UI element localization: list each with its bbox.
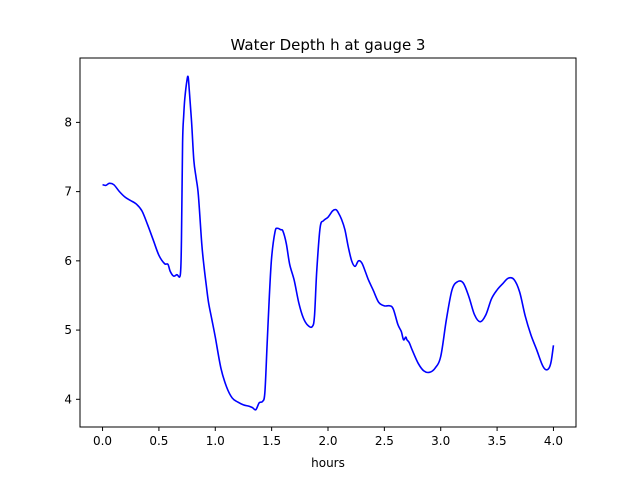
x-tick-label: 1.0 [206, 434, 225, 448]
plot-area: 0.0 0.5 1.0 1.5 2.0 2.5 3.0 3.5 4.0 4 5 6 7 8 [64, 57, 577, 448]
y-tick-label: 6 [64, 254, 72, 268]
axes-frame [79, 57, 577, 428]
y-tick-label: 5 [64, 323, 72, 337]
x-tick-label: 3.0 [431, 434, 450, 448]
x-tick-label: 4.0 [544, 434, 563, 448]
series-line-0 [102, 75, 555, 411]
x-tick-label: 2.0 [318, 434, 337, 448]
x-axis-label: hours [311, 456, 345, 470]
x-tick-label: 2.5 [375, 434, 394, 448]
x-tick-label: 3.5 [488, 434, 507, 448]
x-tick-label: 0.0 [93, 434, 112, 448]
y-tick-label: 4 [64, 392, 72, 406]
chart-title: Water Depth h at gauge 3 [231, 36, 426, 54]
x-axis-ticks: 0.0 0.5 1.0 1.5 2.0 2.5 3.0 3.5 4.0 [93, 427, 563, 448]
y-axis-ticks: 4 5 6 7 8 [64, 115, 80, 406]
y-tick-label: 8 [64, 115, 72, 129]
x-tick-label: 1.5 [262, 434, 281, 448]
y-tick-label: 7 [64, 185, 72, 199]
x-tick-label: 0.5 [149, 434, 168, 448]
series-layer [102, 75, 555, 411]
